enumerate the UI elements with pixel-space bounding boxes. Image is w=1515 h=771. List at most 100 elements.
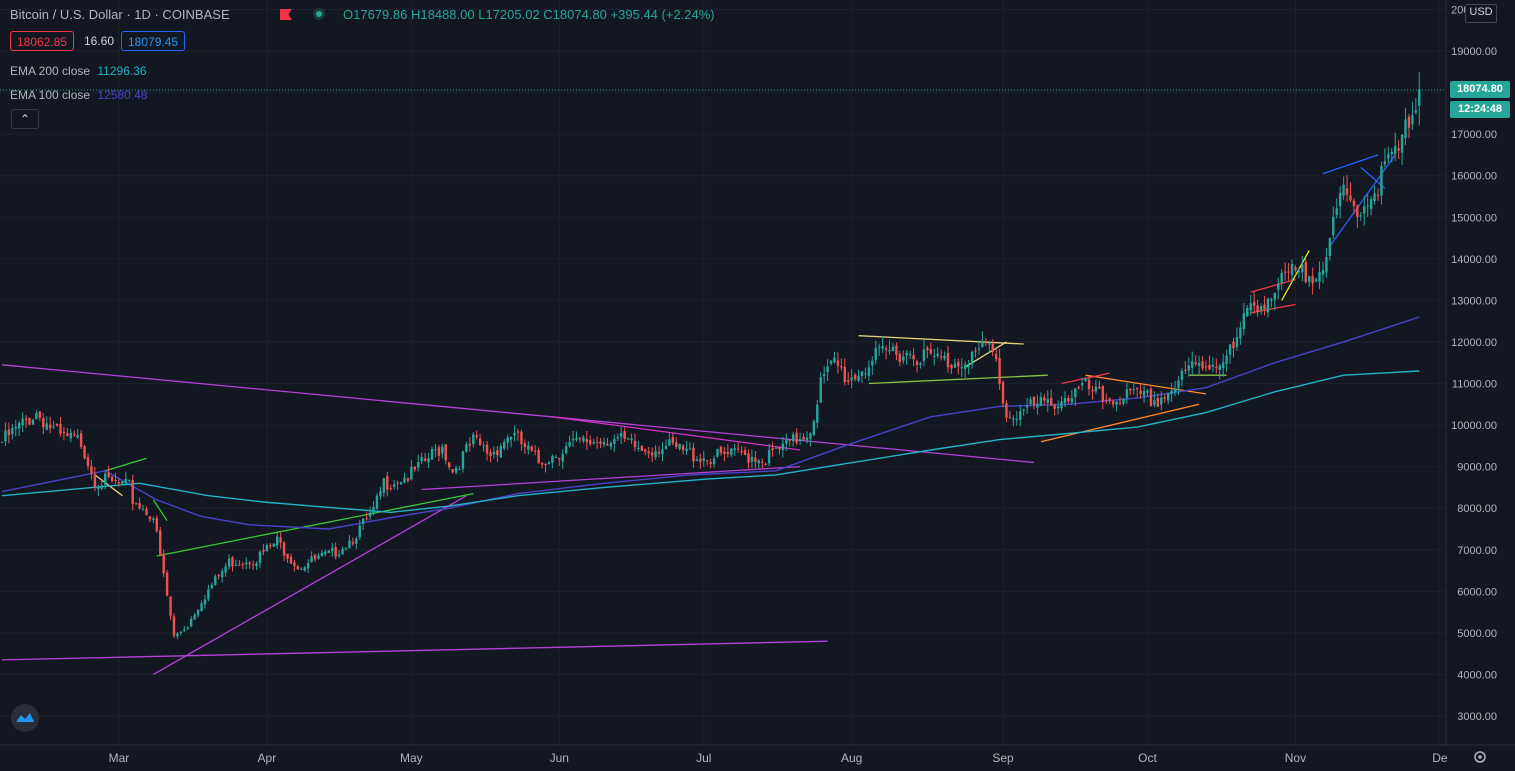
candle-body <box>310 556 313 562</box>
candle-body <box>341 548 344 555</box>
candle-body <box>1249 303 1252 311</box>
trendline[interactable] <box>1281 250 1310 301</box>
candle <box>217 573 220 580</box>
ema-100-line[interactable] <box>1 316 1420 530</box>
trendline[interactable] <box>1040 403 1200 443</box>
time-axis-panel[interactable] <box>0 745 1515 771</box>
candle-body <box>358 525 361 538</box>
candle-body <box>1046 398 1049 404</box>
candle <box>1015 411 1018 426</box>
trendline[interactable] <box>552 416 801 451</box>
trendline[interactable] <box>1322 154 1379 175</box>
candle-body <box>1194 362 1197 365</box>
candle-body <box>207 589 210 600</box>
ema-200-legend[interactable]: EMA 200 close 11296.36 <box>10 64 147 78</box>
candle <box>296 564 300 570</box>
candle-body <box>399 482 403 485</box>
candle-body <box>496 450 499 456</box>
candle-body <box>967 366 970 368</box>
collapse-legend-button[interactable]: ⌃ <box>11 109 39 129</box>
ema-200-line[interactable] <box>1 370 1420 514</box>
candle-body <box>100 485 103 489</box>
trendline[interactable] <box>105 457 147 472</box>
price-tick-label: 11000.00 <box>1452 379 1497 391</box>
candle <box>1301 255 1304 282</box>
candle <box>864 367 867 379</box>
trendline[interactable] <box>156 492 474 557</box>
candle-body <box>107 472 110 477</box>
candle-body <box>420 456 423 462</box>
candle-body <box>1349 195 1352 201</box>
candle-body <box>919 363 922 365</box>
candle-body <box>231 557 234 567</box>
candle <box>668 432 671 446</box>
candle-body <box>640 445 644 451</box>
candle-body <box>155 517 158 532</box>
buy-price-box[interactable]: 18079.45 <box>121 31 186 51</box>
candle-body <box>681 445 685 451</box>
candle <box>719 445 723 456</box>
trendline[interactable] <box>1329 154 1396 247</box>
ema-100-legend[interactable]: EMA 100 close 12580.48 <box>10 88 147 102</box>
flag-icon[interactable] <box>280 9 292 20</box>
candle-body <box>647 451 650 454</box>
candle <box>190 615 193 628</box>
candle-body <box>523 443 527 448</box>
trendline[interactable] <box>1 364 1035 464</box>
candle-body <box>1290 264 1294 275</box>
candle <box>1366 194 1369 218</box>
candle-body <box>303 567 306 571</box>
candle <box>709 458 712 469</box>
trendline[interactable] <box>858 335 1024 345</box>
candle <box>836 352 840 374</box>
symbol-title[interactable]: Bitcoin / U.S. Dollar · 1D · COINBASE <box>10 7 230 22</box>
price-axis-panel[interactable] <box>1446 0 1515 745</box>
trendline[interactable] <box>868 374 1048 385</box>
candle <box>162 549 165 578</box>
candle-body <box>1077 387 1080 389</box>
candle-body <box>1039 397 1043 406</box>
candle <box>210 582 214 590</box>
candle <box>922 339 926 367</box>
candle-body <box>269 545 272 547</box>
candle-body <box>960 367 963 369</box>
trendline[interactable] <box>152 499 168 522</box>
candle <box>554 454 558 459</box>
sell-price-box[interactable]: 18062.85 <box>10 31 75 51</box>
candle-body <box>1318 272 1321 282</box>
trendline[interactable] <box>1250 278 1296 293</box>
price-tick-label: 17000.00 <box>1451 129 1497 141</box>
settings-gear-icon[interactable] <box>1474 751 1486 763</box>
candle-body <box>1414 110 1418 113</box>
candle-body <box>998 358 1001 384</box>
candle <box>527 441 530 455</box>
candle <box>764 462 767 466</box>
candle-body <box>764 463 767 465</box>
candle <box>967 360 970 375</box>
time-tick-label: Jul <box>696 751 711 765</box>
trendline[interactable] <box>421 465 801 491</box>
candle <box>1304 258 1307 284</box>
tradingview-logo[interactable] <box>11 704 39 732</box>
trendline[interactable] <box>94 474 123 497</box>
candle-body <box>513 432 516 436</box>
candle <box>1411 101 1414 130</box>
trendline[interactable] <box>1 640 828 661</box>
candle <box>988 340 991 354</box>
currency-label[interactable]: USD <box>1465 4 1497 23</box>
trendline[interactable] <box>153 495 467 675</box>
candle <box>159 526 162 556</box>
candle <box>516 428 520 441</box>
candle-body <box>362 518 365 524</box>
candle-body <box>1222 362 1225 369</box>
candle-body <box>592 442 595 444</box>
candle-body <box>750 457 754 462</box>
candle <box>551 454 554 469</box>
candle <box>1080 377 1084 391</box>
candle <box>255 561 258 571</box>
candle <box>1101 384 1104 410</box>
candle <box>1118 396 1122 406</box>
candle <box>14 419 17 437</box>
candle-body <box>355 538 358 544</box>
